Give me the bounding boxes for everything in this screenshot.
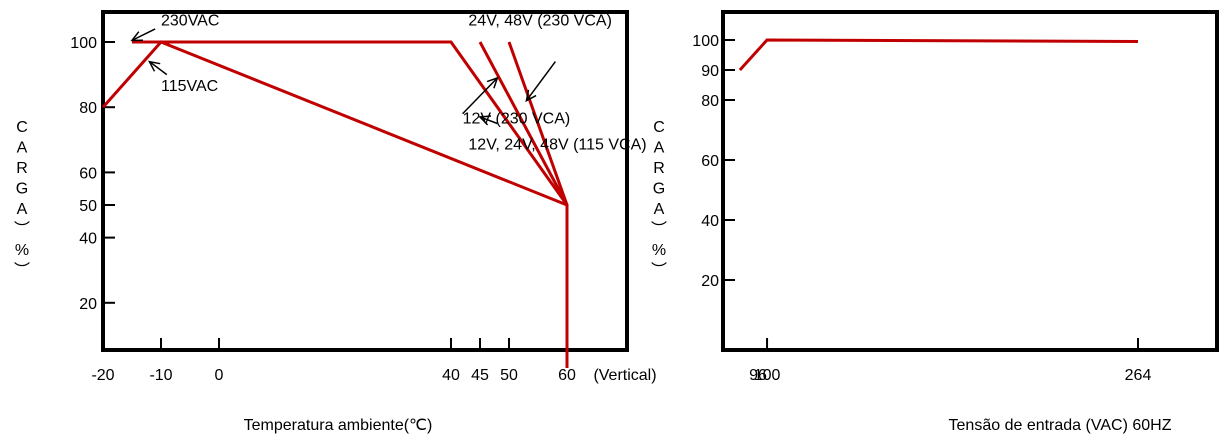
chart-2-y-axis-label-char: %	[652, 242, 666, 259]
chart-1-x-tick-label: 45	[471, 367, 489, 384]
chart-1-annotation-arrow-head	[130, 31, 144, 42]
chart-1-y-tick-label: 60	[79, 165, 97, 182]
chart-2-series-line	[738, 38, 1139, 72]
chart-2-y-tick-label: 80	[701, 93, 719, 110]
chart-1-y-tick-label: 80	[79, 100, 97, 117]
chart-1-annotation-arrow-head	[525, 89, 537, 103]
chart-2-y-tick-label: 60	[701, 153, 719, 170]
chart-1-y-axis-label-char: A	[17, 140, 28, 157]
chart-2-y-axis-label-char: A	[654, 140, 665, 157]
chart-1-series-line	[101, 40, 569, 368]
chart-1-y-axis-label-char: A	[17, 201, 28, 218]
chart-1-annotation-label: 230VAC	[161, 13, 219, 30]
chart-1-series-line	[132, 40, 569, 206]
chart-1-y-axis-label-char: C	[16, 119, 28, 136]
chart-1-annotation-arrow-shaft	[462, 77, 498, 115]
chart-1-x-tick-label: -10	[149, 367, 172, 384]
chart-2-y-axis-label-char: ︶	[651, 221, 667, 239]
chart-1-y-tick-label: 20	[79, 296, 97, 313]
chart-1-y-axis-label-char: R	[16, 160, 28, 177]
chart-1-annotation-arrow-head	[148, 60, 161, 72]
chart-2-y-tick-label: 20	[701, 273, 719, 290]
chart-1-annotation-arrow-head	[486, 76, 499, 89]
chart-2-frame	[721, 10, 1219, 352]
chart-1-y-tick-label: 100	[70, 35, 97, 52]
chart-1-annotation-label: 12V, 24V, 48V (115 VCA)	[468, 137, 646, 154]
chart-2-y-axis-label-char: A	[654, 201, 665, 218]
chart-2-y-tick-label: 90	[701, 63, 719, 80]
chart-2-x-tick-label: 264	[1125, 367, 1152, 384]
chart-1-x-tick-label: (Vertical)	[593, 367, 656, 384]
chart-1-series-line	[478, 41, 569, 206]
chart-2-x-tick-label: 100	[754, 367, 781, 384]
chart-1-y-axis-label-char: %	[15, 242, 29, 259]
chart-1-annotation-arrow-shaft	[148, 60, 168, 76]
chart-2-x-axis-label: Tensão de entrada (VAC) 60HZ	[949, 417, 1172, 434]
chart-1-x-tick-label: 40	[442, 367, 460, 384]
chart-1-annotation-arrow-shaft	[131, 28, 156, 42]
chart-1-annotation-label: 24V, 48V (230 VCA)	[468, 13, 612, 30]
chart-2-y-axis-label-char: G	[653, 181, 665, 198]
chart-1-y-axis-label-char: ︶	[14, 221, 30, 239]
chart-2-y-axis-label-char: ︶	[651, 262, 667, 280]
chart-1-x-axis-label: Temperatura ambiente(℃)	[244, 417, 433, 434]
chart-2-x-tick-label: 96	[749, 367, 767, 384]
chart-1-y-axis-label-char: ︶	[14, 262, 30, 280]
chart-1-series-line	[507, 41, 569, 206]
chart-1-annotation-arrow-head	[478, 115, 492, 126]
chart-1-annotation-label: 115VAC	[161, 78, 218, 95]
chart-1-x-tick-label: -20	[91, 367, 114, 384]
chart-1-annotation-arrow-shaft	[479, 116, 498, 125]
chart-1-y-axis-label-char: G	[16, 181, 28, 198]
chart-1-x-tick-label: 60	[558, 367, 576, 384]
chart-1-y-tick-label: 40	[79, 231, 97, 248]
chart-1-y-tick-label: 50	[79, 198, 97, 215]
chart-2-y-tick-label: 40	[701, 213, 719, 230]
chart-2-y-tick-label: 100	[692, 33, 719, 50]
chart-1-frame	[101, 10, 629, 352]
chart-1-annotation-arrow-shaft	[525, 61, 557, 102]
chart-2-y-axis-label-char: C	[653, 119, 665, 136]
chart-1-x-tick-label: 50	[500, 367, 518, 384]
chart-1-x-tick-label: 0	[215, 367, 224, 384]
chart-1-annotation-label: 12V (230 VCA)	[463, 111, 571, 128]
chart-2-y-axis-label-char: R	[653, 160, 665, 177]
